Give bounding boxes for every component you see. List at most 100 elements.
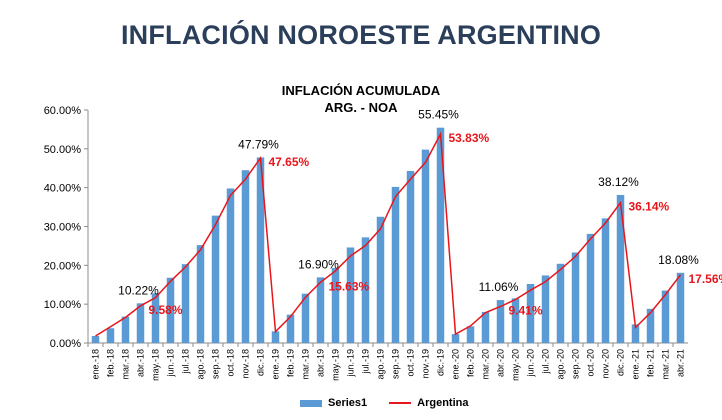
legend-series1-label: Series1 xyxy=(328,397,368,409)
bar xyxy=(376,216,385,343)
x-tick-label: mar.-18 xyxy=(121,349,131,380)
x-tick-label: feb.-18 xyxy=(106,349,116,377)
bar xyxy=(331,268,340,343)
bar xyxy=(91,336,100,343)
y-tick-label: 30.00% xyxy=(44,222,82,234)
x-tick-label: may.-19 xyxy=(331,349,341,381)
y-tick-label: 0.00% xyxy=(50,338,81,350)
x-tick-label: ene.-19 xyxy=(271,349,281,380)
bar xyxy=(286,314,295,343)
bar xyxy=(661,290,670,343)
bar xyxy=(571,252,580,343)
bar xyxy=(526,283,535,343)
series1-data-label: 16.90% xyxy=(298,257,339,271)
argentina-data-label: 9.58% xyxy=(149,303,183,317)
bar xyxy=(466,326,475,343)
y-tick-label: 20.00% xyxy=(44,260,82,272)
y-tick-label: 10.00% xyxy=(44,299,82,311)
bar xyxy=(211,215,220,343)
series1-data-label: 10.22% xyxy=(118,283,159,297)
legend-bar-swatch xyxy=(300,399,322,407)
bar xyxy=(406,170,415,343)
bar xyxy=(421,149,430,343)
x-tick-label: sep.-19 xyxy=(391,349,401,379)
x-tick-label: may.-20 xyxy=(511,349,521,381)
bar xyxy=(181,264,190,343)
chart-title: INFLACIÓN ACUMULADA xyxy=(281,83,441,98)
chart-axes: 0.00% 10.00% 20.00% 30.00% 40.00% 50.00% 60.00… xyxy=(44,105,688,381)
x-tick-label: mar.-19 xyxy=(301,349,311,380)
x-tick-label: jun.-19 xyxy=(346,349,356,378)
argentina-data-label: 9.41% xyxy=(509,303,543,317)
bar xyxy=(121,316,130,343)
x-tick-label: jul.-19 xyxy=(361,349,371,375)
x-tick-label: ene.-18 xyxy=(91,349,101,380)
bar xyxy=(601,218,610,343)
bar xyxy=(196,245,205,343)
bar xyxy=(496,300,505,343)
x-tick-label: may.-18 xyxy=(151,349,161,381)
y-tick-label: 60.00% xyxy=(44,105,82,117)
bar xyxy=(166,277,175,343)
x-tick-label: nov.-19 xyxy=(421,349,431,378)
bar xyxy=(136,303,145,343)
page-title: INFLACIÓN NOROESTE ARGENTINO xyxy=(120,20,602,50)
x-tick-label: ene.-20 xyxy=(451,349,461,380)
x-tick-label: ene.-21 xyxy=(631,349,641,380)
x-tick-label: ago.-19 xyxy=(376,349,386,380)
bar xyxy=(391,186,400,343)
x-tick-label: jul.-18 xyxy=(181,349,191,375)
bar xyxy=(586,233,595,343)
x-tick-label: dic.-20 xyxy=(616,349,626,376)
series1-data-label: 55.45% xyxy=(418,108,459,122)
y-tick-label: 40.00% xyxy=(44,183,82,195)
x-tick-label: jul.-20 xyxy=(541,349,551,375)
legend-line-swatch xyxy=(389,402,412,404)
bar xyxy=(616,194,625,343)
x-tick-label: feb.-19 xyxy=(286,349,296,377)
x-tick-label: feb.-20 xyxy=(466,349,476,377)
x-tick-label: sep.-18 xyxy=(211,349,221,379)
x-tick-label: abr.-18 xyxy=(136,349,146,377)
bar xyxy=(541,275,550,343)
bar xyxy=(361,237,370,343)
bar xyxy=(481,311,490,343)
x-tick-label: nov.-18 xyxy=(241,349,251,378)
argentina-line xyxy=(95,131,682,337)
x-tick-label: jun.-20 xyxy=(526,349,536,378)
x-tick-label: mar.-21 xyxy=(661,349,671,380)
bar xyxy=(106,328,115,343)
bar xyxy=(226,188,235,343)
bar xyxy=(511,298,520,343)
y-tick-label: 50.00% xyxy=(44,144,82,156)
bar xyxy=(151,293,160,343)
bar xyxy=(316,277,325,343)
argentina-data-label: 47.65% xyxy=(269,155,310,169)
x-tick-label: abr.-19 xyxy=(316,349,326,377)
x-tick-label: oct.-19 xyxy=(406,349,416,377)
series1-data-label: 18.08% xyxy=(658,253,699,267)
x-tick-label: abr.-21 xyxy=(676,349,686,377)
x-tick-label: nov.-20 xyxy=(601,349,611,378)
x-tick-label: jun.-18 xyxy=(166,349,176,378)
argentina-data-label: 17.56% xyxy=(689,272,722,286)
data-labels: 10.22% 9.58% 47.79% 47.65% 16.90% 15.63% 55.45… xyxy=(118,108,722,318)
bar xyxy=(256,157,265,343)
bar xyxy=(346,247,355,343)
bar xyxy=(451,334,460,343)
bar xyxy=(676,272,685,343)
x-tick-label: dic.-18 xyxy=(256,349,266,376)
bar xyxy=(241,170,250,343)
x-tick-label: mar.-20 xyxy=(481,349,491,380)
bar-series xyxy=(91,127,685,344)
x-tick-label: oct.-18 xyxy=(226,349,236,377)
bar xyxy=(301,293,310,343)
x-tick-label: dic.-19 xyxy=(436,349,446,376)
x-tick-label: oct.-20 xyxy=(586,349,596,377)
legend: Series1 Argentina xyxy=(300,397,469,409)
series1-data-label: 11.06% xyxy=(479,280,519,294)
x-tick-label: sep.-20 xyxy=(571,349,581,379)
bar xyxy=(271,331,280,343)
argentina-data-label: 36.14% xyxy=(629,200,670,214)
